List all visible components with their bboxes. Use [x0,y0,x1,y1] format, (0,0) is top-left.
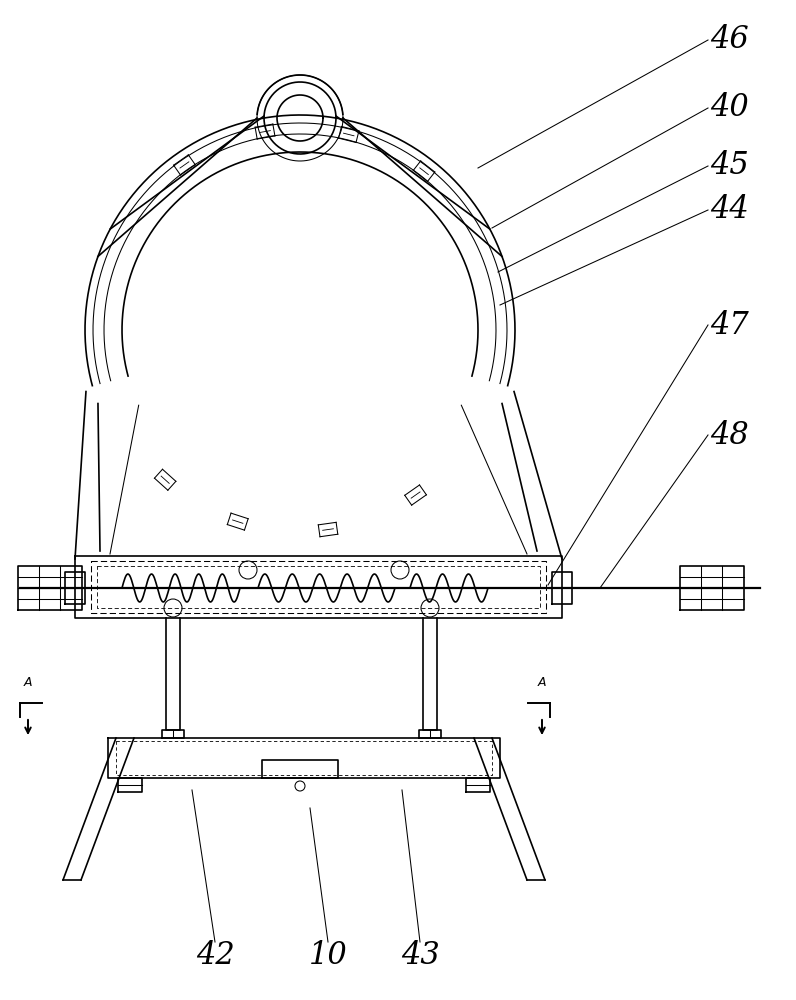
Text: A: A [24,676,33,689]
Text: 45: 45 [710,150,749,182]
Text: 44: 44 [710,194,749,226]
Text: 46: 46 [710,24,749,55]
Text: 42: 42 [196,940,234,970]
Text: 48: 48 [710,420,749,450]
Text: A: A [537,676,546,689]
Text: 43: 43 [400,940,439,970]
Text: 10: 10 [309,940,347,970]
Text: 40: 40 [710,93,749,123]
Text: 47: 47 [710,310,749,340]
